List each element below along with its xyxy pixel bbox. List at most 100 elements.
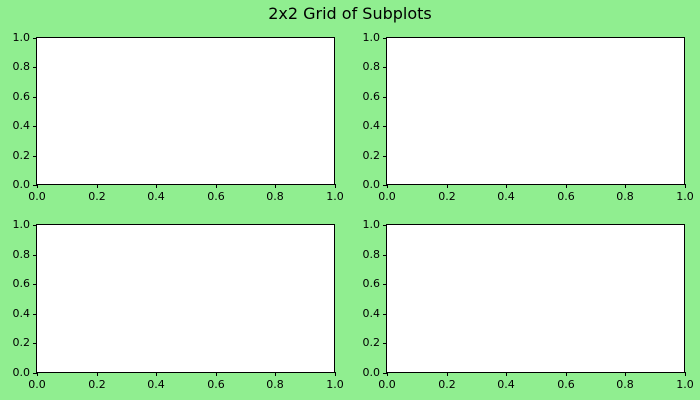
- x-tick-mark: [97, 372, 98, 376]
- subplot-bottom-left: 0.0 0.2 0.4 0.6 0.8 1.0 0.0 0.2 0.4 0.6 0.8 1.0: [13, 218, 344, 391]
- x-tick-label: 0.6: [557, 378, 575, 391]
- y-tick-mark: [383, 255, 387, 256]
- y-tick-mark: [383, 225, 387, 226]
- y-tick-mark: [383, 185, 387, 186]
- x-tick-mark: [275, 372, 276, 376]
- y-tick-label: 0.0: [362, 178, 381, 191]
- x-tick-mark: [685, 184, 686, 188]
- x-tick-mark: [335, 184, 336, 188]
- x-tick-label: 0.4: [497, 190, 515, 203]
- subplot-top-right: 0.0 0.2 0.4 0.6 0.8 1.0 0.0 0.2 0.4 0.6 0.8 1.0: [363, 31, 694, 203]
- x-tick-label: 0.6: [557, 190, 575, 203]
- y-tick-label: 0.0: [362, 366, 381, 379]
- x-tick-mark: [97, 184, 98, 188]
- y-tick-label: 0.4: [362, 119, 381, 132]
- y-tick-mark: [383, 67, 387, 68]
- x-tick-label: 0.0: [28, 378, 46, 391]
- y-tick-label: 0.8: [12, 248, 31, 261]
- x-tick-mark: [216, 372, 217, 376]
- y-tick-label: 0.2: [362, 149, 381, 162]
- y-tick-mark: [33, 67, 37, 68]
- x-tick-label: 0.2: [438, 378, 456, 391]
- x-tick-mark: [387, 372, 388, 376]
- y-tick-mark: [33, 343, 37, 344]
- y-tick-mark: [383, 343, 387, 344]
- y-tick-mark: [383, 373, 387, 374]
- x-tick-label: 0.8: [616, 190, 634, 203]
- x-tick-label: 0.4: [147, 378, 165, 391]
- y-tick-label: 0.2: [12, 149, 31, 162]
- y-tick-label: 1.0: [362, 218, 381, 231]
- x-tick-label: 0.0: [378, 378, 396, 391]
- y-tick-mark: [33, 314, 37, 315]
- y-tick-label: 0.2: [362, 336, 381, 349]
- x-tick-mark: [335, 372, 336, 376]
- y-tick-label: 0.4: [12, 307, 31, 320]
- x-tick-label: 0.4: [147, 190, 165, 203]
- x-tick-mark: [156, 184, 157, 188]
- y-tick-mark: [33, 126, 37, 127]
- y-tick-mark: [383, 156, 387, 157]
- y-tick-mark: [33, 373, 37, 374]
- x-tick-label: 0.6: [207, 378, 225, 391]
- y-tick-mark: [383, 38, 387, 39]
- x-tick-label: 0.6: [207, 190, 225, 203]
- y-tick-mark: [33, 255, 37, 256]
- x-tick-label: 0.8: [266, 378, 284, 391]
- x-tick-mark: [625, 184, 626, 188]
- y-tick-label: 0.8: [362, 248, 381, 261]
- y-tick-mark: [383, 314, 387, 315]
- y-tick-mark: [33, 97, 37, 98]
- x-tick-label: 0.0: [378, 190, 396, 203]
- x-tick-mark: [685, 372, 686, 376]
- x-tick-label: 0.2: [438, 190, 456, 203]
- y-tick-label: 1.0: [12, 31, 31, 44]
- y-tick-mark: [33, 185, 37, 186]
- y-tick-label: 0.6: [362, 277, 381, 290]
- x-tick-mark: [566, 372, 567, 376]
- x-tick-mark: [156, 372, 157, 376]
- x-tick-label: 0.4: [497, 378, 515, 391]
- y-tick-label: 0.0: [12, 178, 31, 191]
- x-tick-mark: [216, 184, 217, 188]
- x-tick-mark: [447, 184, 448, 188]
- x-tick-label: 1.0: [676, 378, 694, 391]
- x-tick-mark: [275, 184, 276, 188]
- y-tick-label: 0.6: [12, 277, 31, 290]
- subplot-bottom-right: 0.0 0.2 0.4 0.6 0.8 1.0 0.0 0.2 0.4 0.6 0.8 1.0: [363, 218, 694, 391]
- x-tick-label: 1.0: [676, 190, 694, 203]
- x-tick-label: 0.8: [616, 378, 634, 391]
- y-tick-mark: [383, 126, 387, 127]
- y-tick-mark: [33, 156, 37, 157]
- y-tick-mark: [33, 284, 37, 285]
- x-tick-mark: [387, 184, 388, 188]
- x-tick-label: 0.0: [28, 190, 46, 203]
- x-tick-mark: [37, 372, 38, 376]
- y-tick-label: 0.8: [362, 60, 381, 73]
- x-tick-mark: [506, 184, 507, 188]
- y-tick-label: 1.0: [362, 31, 381, 44]
- y-tick-mark: [383, 97, 387, 98]
- y-tick-label: 0.6: [12, 90, 31, 103]
- y-tick-mark: [33, 225, 37, 226]
- x-tick-label: 0.2: [88, 190, 106, 203]
- y-tick-label: 0.6: [362, 90, 381, 103]
- x-tick-label: 1.0: [326, 190, 344, 203]
- x-tick-mark: [447, 372, 448, 376]
- y-tick-label: 1.0: [12, 218, 31, 231]
- x-tick-mark: [506, 372, 507, 376]
- subplot-top-left: 0.0 0.2 0.4 0.6 0.8 1.0 0.0 0.2 0.4 0.6 0.8 1.0: [13, 31, 344, 203]
- x-tick-mark: [566, 184, 567, 188]
- y-tick-label: 0.2: [12, 336, 31, 349]
- x-tick-label: 1.0: [326, 378, 344, 391]
- y-tick-label: 0.8: [12, 60, 31, 73]
- y-tick-mark: [33, 38, 37, 39]
- figure-title: 2x2 Grid of Subplots: [268, 4, 432, 23]
- y-tick-label: 0.4: [12, 119, 31, 132]
- y-tick-mark: [383, 284, 387, 285]
- x-tick-label: 0.2: [88, 378, 106, 391]
- y-tick-label: 0.0: [12, 366, 31, 379]
- x-tick-mark: [37, 184, 38, 188]
- y-tick-label: 0.4: [362, 307, 381, 320]
